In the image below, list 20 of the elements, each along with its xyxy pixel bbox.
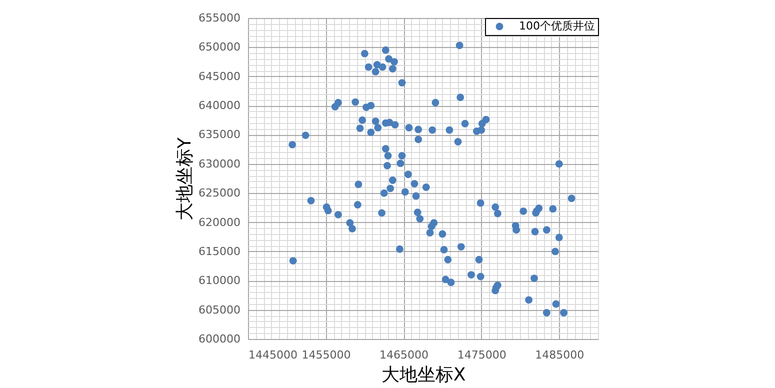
y-tick-label: 645000 <box>198 70 240 83</box>
y-tick-label: 640000 <box>198 99 240 112</box>
y-tick-label: 650000 <box>198 40 240 54</box>
legend-label: 100个优质井位 <box>519 20 595 32</box>
x-tick-label: 1475000 <box>457 348 506 362</box>
x-tick-label: 1445000 <box>248 348 298 362</box>
y-tick-label: 600000 <box>198 332 240 346</box>
y-tick-label: 610000 <box>198 274 240 288</box>
y-tick-label: 625000 <box>198 186 240 200</box>
y-axis-title: 大地坐标Y <box>174 136 196 220</box>
x-tick-label: 1465000 <box>380 348 429 362</box>
x-axis-title: 大地坐标X <box>381 364 466 386</box>
y-tick-label: 655000 <box>198 12 240 24</box>
y-tick-label: 630000 <box>198 157 240 170</box>
x-tick-label: 1485000 <box>535 348 584 362</box>
y-tick-label: 620000 <box>198 216 240 229</box>
y-tick-label: 615000 <box>198 244 240 258</box>
x-tick-label: 1455000 <box>302 348 351 362</box>
y-tick-label: 635000 <box>198 128 240 142</box>
y-tick-label: 605000 <box>198 303 240 316</box>
